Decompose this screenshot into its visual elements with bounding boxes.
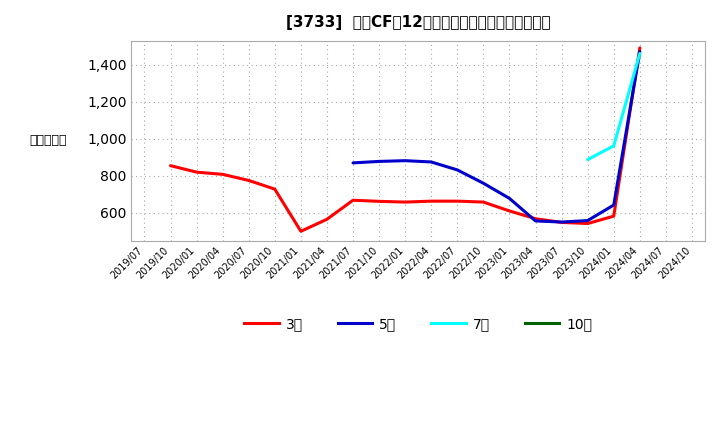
3年 <box>323 216 331 222</box>
5年 <box>401 158 410 163</box>
3年 <box>531 216 540 221</box>
7年 <box>609 143 618 149</box>
5年 <box>479 180 487 186</box>
3年 <box>218 172 227 177</box>
5年 <box>531 218 540 224</box>
5年 <box>453 167 462 172</box>
5年 <box>375 159 384 164</box>
Y-axis label: （百万円）: （百万円） <box>30 134 67 147</box>
3年 <box>166 163 175 169</box>
Title: [3733]  営業CFだ12か月移動合計の標準偏差の推移: [3733] 営業CFだ12か月移動合計の標準偏差の推移 <box>286 15 551 30</box>
3年 <box>453 198 462 204</box>
3年 <box>348 198 357 203</box>
5年 <box>609 202 618 208</box>
3年 <box>636 45 644 51</box>
3年 <box>583 221 592 226</box>
3年 <box>427 198 436 204</box>
3年 <box>192 169 201 175</box>
5年 <box>583 218 592 223</box>
Line: 3年: 3年 <box>171 48 640 231</box>
3年 <box>557 220 566 225</box>
5年 <box>557 220 566 225</box>
7年 <box>636 51 644 56</box>
3年 <box>479 199 487 205</box>
3年 <box>271 187 279 192</box>
Legend: 3年, 5年, 7年, 10年: 3年, 5年, 7年, 10年 <box>238 312 598 337</box>
3年 <box>375 199 384 204</box>
5年 <box>505 196 514 201</box>
3年 <box>609 213 618 219</box>
3年 <box>401 199 410 205</box>
3年 <box>505 208 514 213</box>
5年 <box>427 159 436 165</box>
3年 <box>244 178 253 183</box>
5年 <box>636 49 644 54</box>
Line: 7年: 7年 <box>588 53 640 160</box>
7年 <box>583 157 592 162</box>
Line: 5年: 5年 <box>353 51 640 222</box>
3年 <box>297 229 305 234</box>
5年 <box>348 160 357 165</box>
